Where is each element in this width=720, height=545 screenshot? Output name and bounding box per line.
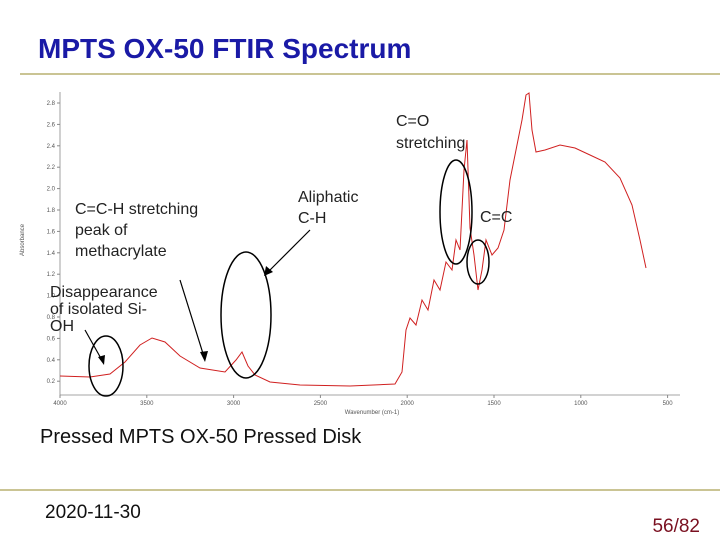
x-tick-label: 3500 [140,401,154,407]
y-tick-label: 1.2 [47,272,56,278]
y-tick-label: 2.2 [47,165,56,171]
x-tick-label: 1000 [574,401,588,407]
x-tick-label: 2000 [401,401,415,407]
y-tick-label: 0.4 [47,358,56,364]
arrowhead [98,355,105,365]
y-tick-label: 2.0 [47,187,56,193]
annotation-arrow [179,279,206,361]
x-tick-label: 1500 [487,401,501,407]
arrowhead [264,266,273,276]
figure-caption: Pressed MPTS OX-50 Pressed Disk [40,426,362,448]
annotation: Aliphatic [298,189,358,206]
y-tick-label: 2.8 [47,101,56,107]
spectrum-curve [59,92,647,387]
annotation: OH [50,318,74,335]
highlight-ellipse [466,239,490,285]
y-axis-label: Absorbance [20,223,26,256]
x-tick-label: 2500 [314,401,328,407]
y-tick-label: 0.8 [47,315,56,321]
slide-date: 2020-11-30 [45,502,141,523]
arrowhead [200,351,208,362]
annotation: C-H [298,210,326,227]
annotation-arrow [267,229,311,273]
y-tick-label: 2.6 [47,122,56,128]
spectrum-plot [59,92,680,397]
highlight-ellipse [88,335,124,397]
annotation: of isolated Si- [50,301,147,318]
x-tick-label: 4000 [53,401,67,407]
annotation: peak of [75,222,128,239]
x-tick-label: 500 [663,401,674,407]
annotation: C=O [396,113,429,130]
y-tick-label: 1.4 [47,251,56,257]
annotation: stretching [396,135,465,152]
x-tick-label: 3000 [227,401,241,407]
annotation: Disappearance [50,284,158,301]
slide-title: MPTS OX-50 FTIR Spectrum [38,33,411,64]
highlight-ellipse [439,159,473,265]
x-axis-label: Wavenumber (cm-1) [345,410,399,416]
y-tick-label: 0.2 [47,379,56,385]
annotation: C=C [480,209,512,226]
y-tick-label: 1.0 [47,294,56,300]
annotation: C=C-H stretching [75,201,198,218]
highlight-ellipse [220,251,272,379]
y-tick-label: 1.6 [47,229,56,235]
y-tick-label: 2.4 [47,144,56,150]
y-tick-label: 0.6 [47,336,56,342]
page-number: 56/82 [652,516,700,537]
y-tick-label: 1.8 [47,208,56,214]
annotation: methacrylate [75,243,167,260]
